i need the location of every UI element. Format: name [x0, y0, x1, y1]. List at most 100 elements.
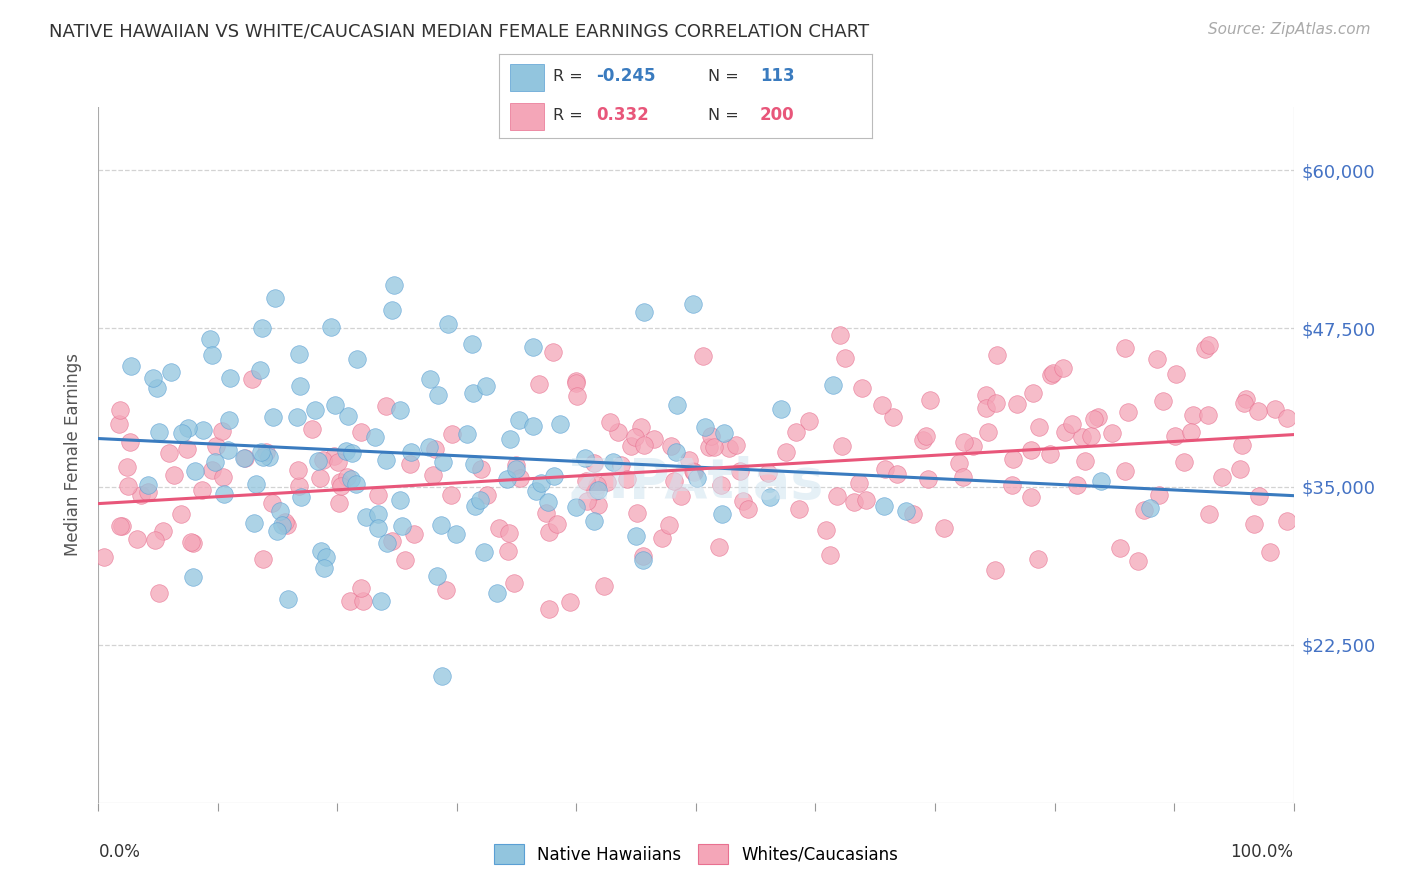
Point	[530, 475, 553, 490]
Point	[170, 507, 193, 521]
Point	[917, 472, 939, 486]
Point	[441, 427, 464, 442]
Point	[1181, 408, 1204, 422]
Point	[699, 428, 721, 442]
Point	[312, 452, 335, 467]
Point	[1194, 342, 1216, 356]
Point	[193, 423, 215, 437]
Point	[456, 427, 478, 442]
Point	[586, 498, 609, 512]
Point	[682, 297, 704, 311]
Point	[1249, 490, 1271, 504]
Point	[586, 483, 609, 498]
Point	[249, 363, 271, 377]
Point	[1243, 516, 1265, 531]
Point	[1258, 544, 1281, 558]
Point	[651, 531, 673, 545]
Point	[277, 591, 299, 606]
Point	[1247, 404, 1270, 418]
Point	[437, 317, 460, 331]
Legend: Native Hawaiians, Whites/Caucasians: Native Hawaiians, Whites/Caucasians	[486, 838, 905, 871]
Point	[496, 544, 519, 558]
Point	[1071, 430, 1094, 444]
Point	[509, 471, 531, 485]
Point	[440, 488, 463, 502]
Point	[143, 533, 166, 547]
Point	[461, 337, 484, 351]
Point	[1116, 405, 1139, 419]
Point	[108, 417, 131, 432]
Point	[1153, 393, 1175, 408]
Point	[214, 486, 236, 500]
Point	[160, 365, 183, 379]
Point	[814, 523, 837, 537]
Point	[710, 508, 733, 522]
Point	[731, 493, 754, 508]
Point	[1087, 410, 1109, 425]
Point	[548, 417, 571, 432]
Point	[401, 445, 423, 459]
Point	[596, 475, 619, 490]
Point	[287, 463, 309, 477]
Point	[718, 441, 741, 455]
Point	[472, 544, 495, 558]
Point	[1019, 491, 1042, 505]
Point	[664, 474, 686, 488]
Point	[1074, 454, 1097, 468]
Point	[1197, 408, 1219, 422]
Point	[831, 438, 853, 452]
Point	[1236, 392, 1258, 406]
Point	[262, 496, 284, 510]
Point	[370, 594, 392, 608]
Point	[434, 583, 457, 598]
Point	[1275, 514, 1298, 528]
Point	[1052, 360, 1074, 375]
Point	[211, 470, 233, 484]
Point	[1229, 462, 1251, 476]
Point	[269, 504, 291, 518]
Point	[725, 438, 748, 452]
Point	[201, 463, 224, 477]
Point	[593, 579, 616, 593]
Point	[290, 379, 312, 393]
Point	[769, 402, 792, 417]
Point	[127, 532, 149, 546]
Point	[543, 469, 565, 483]
Point	[274, 515, 297, 529]
Point	[1101, 426, 1123, 441]
Point	[250, 320, 273, 334]
Point	[915, 429, 938, 443]
Point	[350, 425, 373, 439]
Point	[319, 319, 342, 334]
Point	[108, 519, 131, 533]
Point	[1277, 411, 1299, 425]
Point	[797, 414, 820, 428]
Point	[828, 328, 851, 343]
Point	[354, 509, 377, 524]
Point	[873, 462, 896, 476]
Point	[1114, 341, 1136, 355]
Point	[468, 492, 491, 507]
Point	[93, 549, 115, 564]
Point	[565, 500, 588, 514]
Point	[574, 450, 596, 465]
Point	[485, 586, 508, 600]
Point	[567, 389, 589, 403]
Point	[138, 485, 160, 500]
Point	[344, 476, 367, 491]
Point	[522, 340, 544, 354]
Point	[759, 490, 782, 504]
Point	[873, 499, 896, 513]
Point	[586, 478, 609, 492]
Text: NATIVE HAWAIIAN VS WHITE/CAUCASIAN MEDIAN FEMALE EARNINGS CORRELATION CHART: NATIVE HAWAIIAN VS WHITE/CAUCASIAN MEDIA…	[49, 22, 869, 40]
Point	[129, 488, 152, 502]
Point	[346, 351, 368, 366]
Point	[328, 496, 350, 510]
Point	[142, 370, 165, 384]
Point	[1211, 469, 1233, 483]
FancyBboxPatch shape	[510, 63, 544, 91]
Text: -0.245: -0.245	[596, 68, 655, 86]
Point	[508, 413, 530, 427]
Point	[117, 460, 139, 475]
Point	[537, 495, 560, 509]
